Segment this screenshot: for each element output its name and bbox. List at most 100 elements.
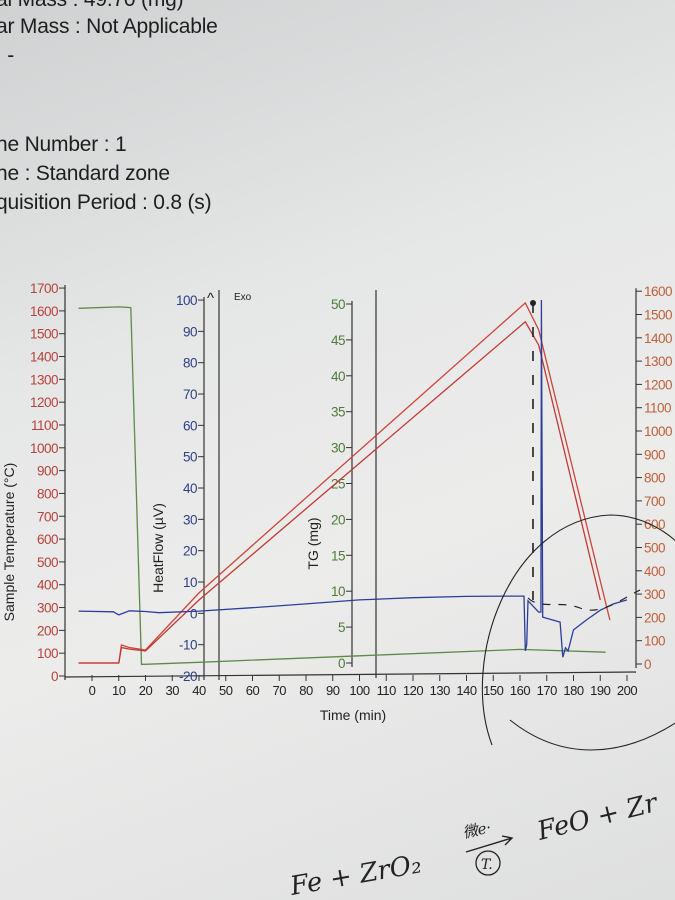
- y-tick-label-tg: 50: [331, 297, 345, 312]
- x-tick-label: 80: [299, 683, 313, 698]
- y-tick-label-right_temperature: 1100: [644, 401, 671, 416]
- x-tick-label: 90: [326, 683, 340, 698]
- series-line-tg: [78, 306, 606, 666]
- y-tick-label-heatflow: 0: [190, 606, 197, 621]
- handwritten-temperature-label: T.: [481, 857, 493, 873]
- y-tick-label-heatflow: 40: [183, 481, 197, 496]
- x-tick-label: 200: [617, 683, 637, 698]
- x-tick-label: 110: [377, 683, 396, 698]
- y-tick-label-sample_temperature: 1600: [30, 304, 58, 319]
- y-tick-label-heatflow: 70: [183, 387, 197, 402]
- y-tick-label-sample_temperature: 600: [37, 532, 58, 547]
- y-tick-label-right_temperature: 1600: [644, 284, 672, 299]
- y-tick-label-sample_temperature: 700: [37, 509, 58, 524]
- y-tick-label-sample_temperature: 500: [37, 555, 58, 570]
- y-tick-label-sample_temperature: 1300: [30, 372, 58, 387]
- y-tick-label-right_temperature: 1000: [644, 424, 672, 439]
- y-tick-label-right_temperature: 300: [644, 587, 665, 602]
- x-tick-label: 60: [246, 683, 260, 698]
- y-axis-title-tg: TG (mg): [305, 517, 321, 569]
- handwritten-circle: [509, 719, 675, 751]
- x-tick-label: 170: [537, 683, 557, 698]
- y-tick-label-sample_temperature: 0: [51, 669, 58, 684]
- x-tick-label: 50: [219, 683, 233, 698]
- x-tick-label: 0: [89, 683, 96, 698]
- y-tick-label-tg: 5: [338, 620, 345, 635]
- y-tick-label-sample_temperature: 400: [37, 578, 58, 593]
- y-tick-label-right_temperature: 400: [644, 564, 665, 579]
- y-tick-label-tg: 30: [331, 441, 345, 456]
- y-tick-label-sample_temperature: 900: [37, 464, 58, 479]
- y-tick-label-right_temperature: 1400: [644, 331, 672, 346]
- header-line: ne Number : 1: [0, 133, 127, 156]
- x-tick-label: 40: [192, 683, 206, 698]
- y-tick-label-heatflow: 30: [183, 512, 197, 527]
- y-tick-label-tg: 40: [331, 369, 345, 384]
- x-tick-label: 70: [273, 683, 287, 698]
- y-tick-label-right_temperature: 1500: [644, 308, 672, 323]
- y-tick-label-right_temperature: 800: [644, 471, 665, 486]
- y-tick-label-sample_temperature: 1400: [30, 350, 58, 365]
- y-tick-label-heatflow: 20: [183, 544, 197, 559]
- x-axis-title: Time (min): [320, 707, 386, 723]
- y-tick-label-sample_temperature: 1500: [30, 327, 58, 342]
- y-tick-label-heatflow: 90: [183, 324, 197, 339]
- y-tick-label-right_temperature: 1300: [644, 354, 672, 369]
- y-tick-label-sample_temperature: 300: [37, 601, 58, 616]
- header-line: al Mass : 49.70 (mg): [0, 0, 184, 12]
- handwritten-equation-right: FeO + Zr: [533, 788, 661, 847]
- handwritten-equation-left: Fe + ZrO₂: [287, 849, 424, 900]
- handwritten-circle: [481, 514, 675, 746]
- y-tick-label-sample_temperature: 1200: [30, 395, 58, 410]
- y-tick-label-tg: 10: [331, 584, 345, 599]
- y-tick-label-heatflow: 50: [183, 450, 197, 465]
- x-tick-label: 30: [166, 683, 180, 698]
- y-tick-label-right_temperature: 500: [644, 541, 665, 556]
- x-tick-label: 120: [403, 683, 423, 698]
- y-tick-label-right_temperature: 900: [644, 447, 665, 462]
- handwritten-note: 微e·: [461, 818, 493, 842]
- y-tick-label-heatflow: 10: [183, 575, 197, 590]
- x-tick-label: 10: [112, 683, 126, 698]
- y-tick-label-tg: 45: [331, 333, 345, 348]
- y-tick-label-right_temperature: 200: [644, 610, 665, 625]
- x-tick-label: 100: [349, 683, 369, 698]
- y-tick-label-right_temperature: 600: [644, 517, 665, 532]
- y-tick-label-sample_temperature: 100: [37, 646, 58, 661]
- x-tick-label: 140: [456, 683, 476, 698]
- y-tick-label-heatflow: -20: [179, 669, 197, 684]
- header-line: quisition Period : 0.8 (s): [0, 191, 212, 214]
- y-tick-label-right_temperature: 1200: [644, 377, 672, 392]
- y-axis-title-sample_temperature: Sample Temperature (°C): [1, 463, 17, 622]
- exo-arrow-icon: ^: [207, 290, 214, 307]
- y-tick-label-heatflow: -10: [179, 638, 197, 653]
- y-tick-label-tg: 0: [338, 656, 345, 671]
- y-tick-label-sample_temperature: 800: [37, 486, 58, 501]
- y-tick-label-tg: 35: [331, 405, 345, 420]
- header-line: ne : Standard zone: [0, 162, 170, 185]
- y-tick-label-right_temperature: 0: [644, 657, 651, 672]
- series-line-sample_temperature: [78, 320, 601, 664]
- y-tick-label-tg: 25: [331, 477, 345, 492]
- header-line: : -: [0, 44, 15, 67]
- exo-label: Exo: [234, 292, 252, 303]
- y-tick-label-sample_temperature: 1700: [30, 281, 58, 296]
- handwritten-circle: [475, 850, 501, 876]
- y-tick-label-heatflow: 100: [176, 293, 197, 308]
- x-axis-line: [64, 671, 637, 678]
- handwritten-dashed-curve: [527, 589, 641, 611]
- x-tick-label: 160: [510, 683, 530, 698]
- y-tick-label-sample_temperature: 1100: [31, 418, 58, 433]
- y-tick-label-tg: 15: [331, 548, 345, 563]
- y-tick-label-sample_temperature: 1000: [30, 441, 58, 456]
- header-line: ar Mass : Not Applicable: [0, 15, 218, 38]
- handwritten-arrow-icon: [465, 835, 514, 853]
- handwritten-dot: [530, 300, 536, 306]
- x-tick-label: 20: [139, 683, 153, 698]
- x-tick-label: 180: [563, 683, 583, 698]
- y-tick-label-sample_temperature: 200: [37, 623, 58, 638]
- y-tick-label-heatflow: 60: [183, 418, 197, 433]
- y-tick-label-tg: 20: [331, 512, 345, 527]
- y-tick-label-right_temperature: 100: [644, 634, 665, 649]
